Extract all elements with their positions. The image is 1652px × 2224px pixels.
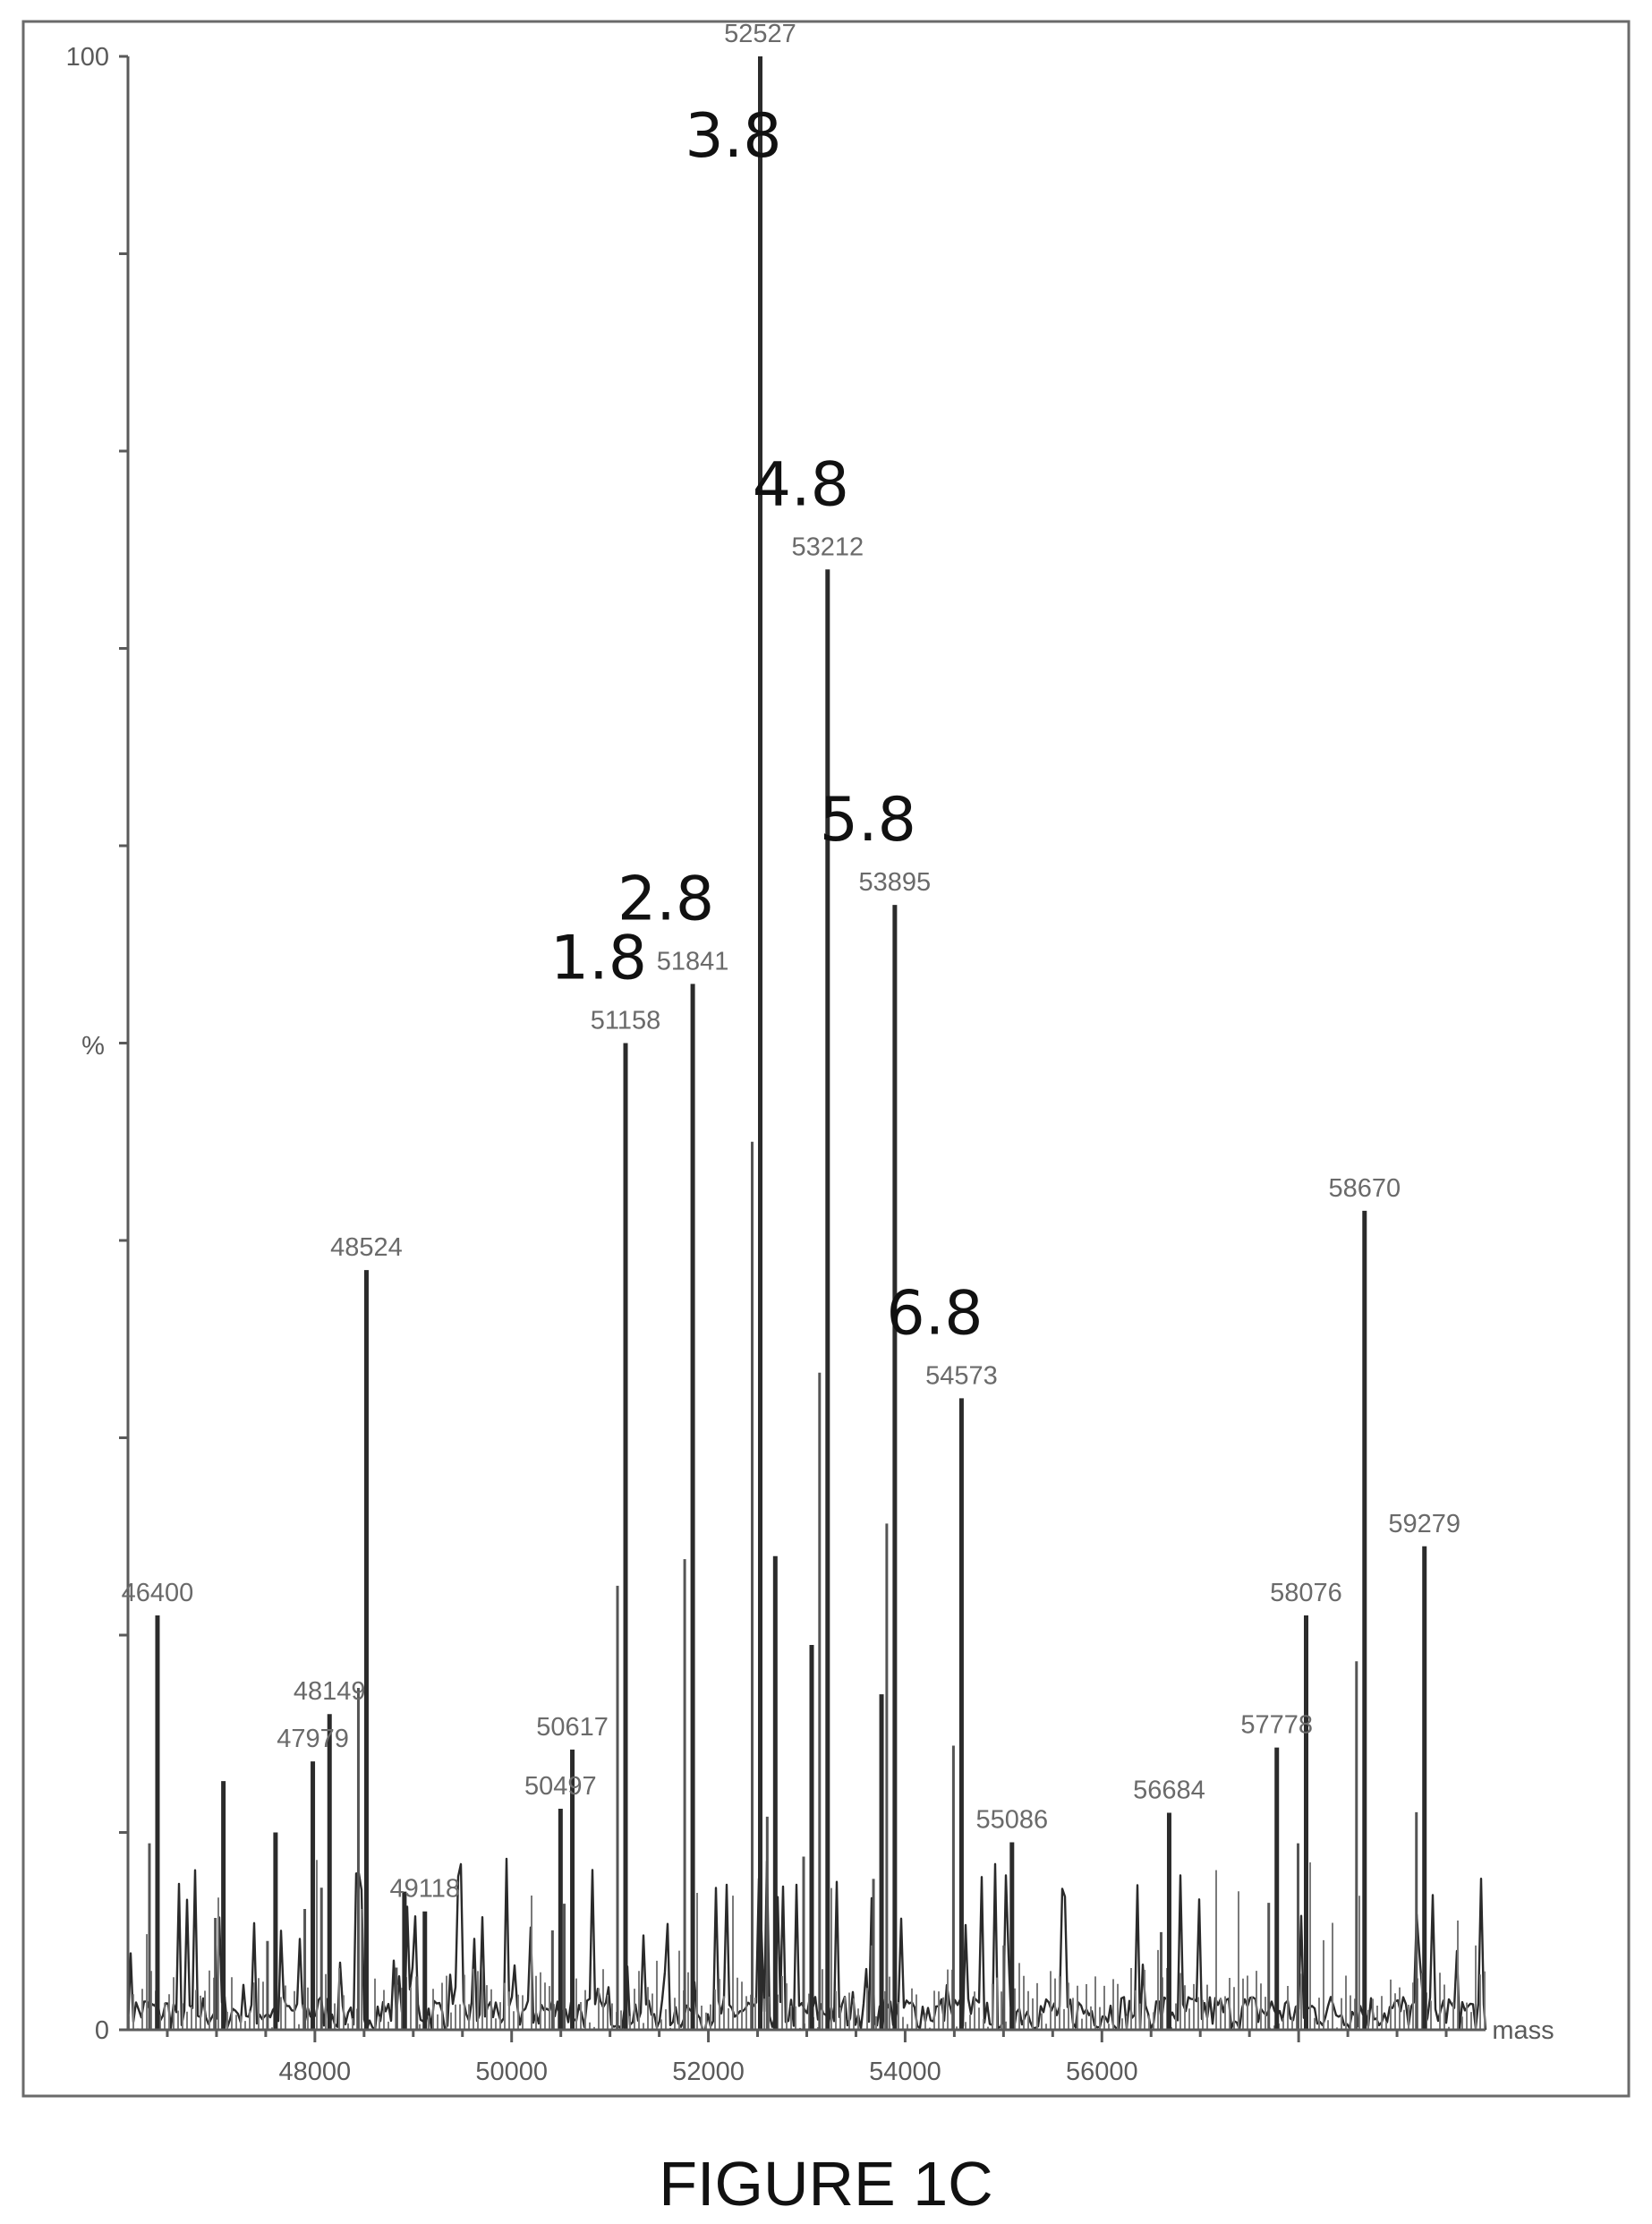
- peak-label-50497: 50497: [524, 1772, 597, 1801]
- noise-spikes: [128, 1860, 1486, 2030]
- x-tick-labels: 48000 50000 52000 54000 56000: [279, 2058, 1138, 2086]
- peak-label-56684: 56684: [1133, 1776, 1205, 1804]
- annotation-2.8: 2.8: [617, 864, 714, 934]
- peak-label-51158: 51158: [591, 1007, 661, 1035]
- charge-annotations: 1.82.8 3.8 4.8 5.8 6.8: [550, 101, 984, 1349]
- annotation-6.8: 6.8: [886, 1278, 983, 1349]
- x-tick-label-54000: 54000: [869, 2058, 941, 2086]
- x-tick-label-50000: 50000: [475, 2058, 548, 2086]
- peak-label-47979: 47979: [277, 1725, 349, 1753]
- annotation-3.8: 3.8: [685, 101, 781, 172]
- peak-label-53212: 53212: [791, 533, 864, 561]
- plot-frame: [21, 20, 1631, 2098]
- peak-label-58670: 58670: [1328, 1174, 1401, 1203]
- annotation-4.8: 4.8: [753, 449, 849, 520]
- peak-label-53895: 53895: [859, 868, 932, 897]
- peak-label-54573: 54573: [925, 1361, 998, 1390]
- x-tick-label-48000: 48000: [279, 2058, 352, 2086]
- peak-label-49118: 49118: [390, 1875, 461, 1904]
- y-tick-label-bottom: 0: [95, 2016, 109, 2045]
- x-tick-label-56000: 56000: [1066, 2058, 1138, 2086]
- peak-label-55086: 55086: [975, 1806, 1048, 1835]
- peak-layer: [148, 56, 1427, 2030]
- peak-label-46400: 46400: [122, 1579, 194, 1607]
- peak-label-58076: 58076: [1270, 1579, 1342, 1607]
- peak-label-59279: 59279: [1388, 1510, 1460, 1538]
- peak-label-51841: 51841: [657, 947, 729, 976]
- x-axis-label: mass: [1492, 2016, 1554, 2045]
- peak-label-50617: 50617: [536, 1713, 609, 1742]
- mass-spectrum-chart: 100 0 % mass 48000 50000 52000 54000 560…: [21, 20, 1631, 2098]
- figure-caption: FIGURE 1C: [659, 2149, 993, 2219]
- y-tick-label-top: 100: [66, 43, 109, 72]
- y-axis-label: %: [81, 1032, 105, 1061]
- axes: 100 0 % mass: [66, 43, 1554, 2045]
- peak-label-52527: 52527: [724, 20, 796, 48]
- annotation-1.8: 1.8: [550, 924, 647, 994]
- peak-label-48149: 48149: [294, 1677, 366, 1706]
- peak-labels: 46400 47979 48149 48524 49118 50497 50617 51158…: [122, 20, 1460, 1904]
- annotation-5.8: 5.8: [820, 785, 916, 856]
- peak-label-48524: 48524: [330, 1233, 403, 1262]
- x-tick-label-52000: 52000: [672, 2058, 745, 2086]
- peak-label-57778: 57778: [1240, 1711, 1313, 1740]
